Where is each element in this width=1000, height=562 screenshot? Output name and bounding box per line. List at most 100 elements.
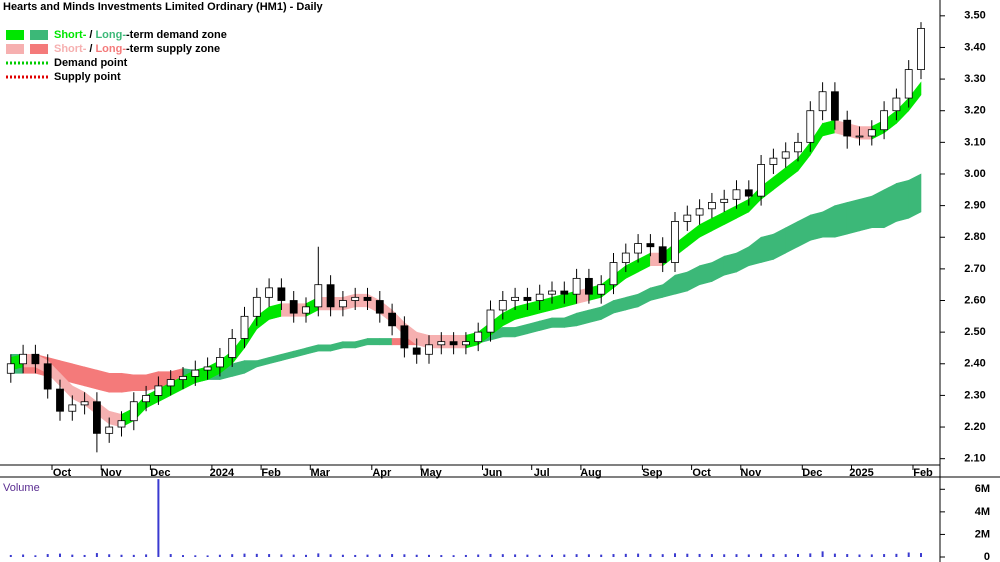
x-tick-label: Feb — [261, 467, 281, 479]
volume-bar — [71, 554, 74, 557]
volume-bar — [83, 554, 86, 557]
volume-bar — [341, 554, 344, 557]
candle-body — [818, 91, 827, 112]
candle-body — [708, 202, 716, 210]
candle-body — [597, 284, 606, 295]
zone-band — [760, 233, 774, 263]
zone-band — [502, 327, 516, 338]
zone-band — [231, 360, 245, 377]
zone-band — [330, 341, 344, 352]
candle-body — [302, 306, 310, 314]
volume-bar — [661, 554, 664, 557]
zone-band — [613, 296, 627, 314]
x-tick-label: Nov — [101, 467, 123, 479]
zone-band — [576, 309, 590, 327]
volume-bar — [366, 554, 369, 557]
zone-band — [822, 205, 836, 238]
volume-bar — [526, 554, 529, 557]
legend-swatch — [30, 30, 48, 40]
zone-band — [625, 293, 639, 311]
y-tick-label: 2.50 — [964, 326, 985, 338]
candle-body — [449, 341, 458, 346]
volume-bar — [735, 554, 738, 557]
zone-band — [711, 255, 725, 283]
volume-bar — [415, 554, 418, 557]
candle-body — [425, 344, 433, 355]
candle-body — [548, 290, 556, 295]
zone-band — [773, 167, 787, 191]
y-tick-label: 3.20 — [964, 105, 985, 117]
volume-bar — [772, 554, 775, 557]
candle-body — [585, 277, 593, 295]
candle-body — [314, 284, 323, 308]
zone-band — [527, 320, 541, 335]
x-tick-label: 2025 — [849, 467, 873, 479]
volume-bar — [612, 554, 615, 557]
candle-body — [400, 325, 409, 349]
chart-title: Hearts and Minds Investments Limited Ord… — [3, 1, 324, 13]
candle-body — [523, 296, 532, 301]
volume-bar — [477, 554, 480, 557]
volume-bar — [292, 554, 295, 557]
x-tick-label: Nov — [740, 467, 762, 479]
zone-band — [662, 274, 676, 298]
x-tick-label: Oct — [53, 467, 72, 479]
y-tick-label: 3.30 — [964, 73, 985, 85]
candle-body — [892, 97, 901, 112]
zone-band — [317, 344, 331, 352]
zone-band — [514, 323, 528, 338]
candle-body — [338, 300, 347, 308]
candle-body — [265, 287, 274, 298]
volume-bar — [34, 555, 37, 557]
volume-bar — [501, 554, 504, 557]
candle-body — [43, 363, 52, 390]
volume-bar — [760, 553, 763, 557]
volume-bar — [9, 554, 12, 557]
candle-body — [166, 379, 175, 387]
candle-body — [80, 401, 89, 406]
candle-body — [806, 110, 815, 143]
zone-band — [588, 306, 602, 324]
volume-bar — [600, 554, 603, 557]
volume-bar — [108, 554, 111, 557]
x-tick-label: Jun — [483, 467, 503, 479]
candle-body — [917, 28, 925, 70]
volume-bar — [883, 554, 886, 557]
candle-body — [769, 157, 778, 165]
y-tick-label: 2.60 — [964, 294, 985, 306]
candle-body — [634, 243, 642, 254]
candle-body — [105, 426, 114, 434]
candle-body — [621, 252, 630, 263]
candle-body — [695, 208, 704, 216]
y-tick-label: 2.10 — [964, 453, 985, 465]
y-tick-label: 6M — [975, 483, 990, 495]
zone-band — [256, 357, 270, 368]
candle-body — [486, 309, 495, 333]
candle-body — [720, 198, 729, 203]
candle-body — [867, 129, 876, 137]
candle-body — [646, 243, 655, 248]
zone-band — [379, 338, 393, 346]
x-tick-label: Dec — [802, 467, 822, 479]
volume-bar — [218, 554, 221, 557]
legend-entry: Short- / Long--term demand zone — [54, 29, 227, 41]
zone-band — [342, 341, 356, 349]
zone-band — [121, 372, 135, 393]
y-tick-label: 2.20 — [964, 421, 985, 433]
candle-body — [203, 366, 212, 371]
volume-bar — [268, 554, 271, 557]
y-tick-label: 3.10 — [964, 136, 985, 148]
volume-bar — [59, 553, 61, 557]
volume-bar — [206, 555, 209, 557]
volume-bar — [145, 554, 148, 557]
zone-band — [785, 220, 799, 254]
legend-short: Short- — [54, 43, 87, 55]
candle-body — [437, 341, 446, 346]
candle-body — [535, 293, 544, 301]
legend-entry: Short- / Long--term supply zone — [54, 43, 220, 55]
volume-bar — [132, 554, 135, 557]
zone-band — [723, 252, 737, 276]
candle-body — [843, 119, 852, 137]
zone-band — [84, 366, 98, 390]
